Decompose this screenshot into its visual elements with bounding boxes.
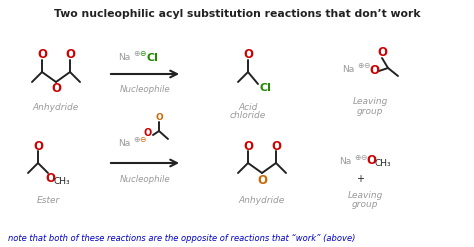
- Text: group: group: [352, 200, 378, 208]
- Text: Anhydride: Anhydride: [33, 103, 79, 111]
- Text: ⊕: ⊕: [357, 62, 363, 70]
- Text: note that both of these reactions are the opposite of reactions that “work” (abo: note that both of these reactions are th…: [8, 234, 356, 243]
- Text: O: O: [243, 48, 253, 62]
- Text: O: O: [369, 63, 379, 77]
- Text: group: group: [357, 106, 383, 116]
- Text: Na: Na: [118, 54, 130, 62]
- Text: O: O: [243, 140, 253, 152]
- Text: CH₃: CH₃: [374, 159, 392, 167]
- Text: O: O: [271, 140, 281, 152]
- Text: O: O: [155, 112, 163, 122]
- Text: Na: Na: [118, 139, 130, 147]
- Text: Na: Na: [342, 65, 354, 75]
- Text: chloride: chloride: [230, 111, 266, 121]
- Text: O: O: [65, 48, 75, 62]
- Text: ⊕: ⊕: [133, 49, 139, 59]
- Text: Na: Na: [339, 157, 351, 165]
- Text: ⊕: ⊕: [354, 152, 360, 162]
- Text: O: O: [377, 46, 387, 60]
- Text: Leaving: Leaving: [347, 190, 383, 200]
- Text: O: O: [51, 82, 61, 96]
- Text: +: +: [356, 174, 364, 184]
- Text: CH₃: CH₃: [54, 178, 70, 186]
- Text: ⊕: ⊕: [133, 135, 139, 144]
- Text: Acid: Acid: [238, 103, 258, 111]
- Text: Anhydride: Anhydride: [239, 195, 285, 205]
- Text: Ester: Ester: [36, 195, 60, 205]
- Text: ⊖: ⊖: [139, 49, 145, 59]
- Text: Nucleophile: Nucleophile: [120, 176, 170, 185]
- Text: O: O: [33, 140, 43, 152]
- Text: Cl: Cl: [259, 83, 271, 93]
- Text: ⊖: ⊖: [139, 135, 145, 144]
- Text: O: O: [37, 48, 47, 62]
- Text: O: O: [257, 173, 267, 186]
- Text: O: O: [144, 128, 152, 138]
- Text: ⊖: ⊖: [360, 152, 366, 162]
- Text: Leaving: Leaving: [352, 98, 388, 106]
- Text: Two nucleophilic acyl substitution reactions that don’t work: Two nucleophilic acyl substitution react…: [54, 9, 420, 19]
- Text: O: O: [45, 172, 55, 185]
- Text: Nucleophile: Nucleophile: [120, 85, 170, 95]
- Text: Cl: Cl: [146, 53, 158, 63]
- Text: ⊖: ⊖: [363, 62, 369, 70]
- Text: O: O: [366, 155, 376, 167]
